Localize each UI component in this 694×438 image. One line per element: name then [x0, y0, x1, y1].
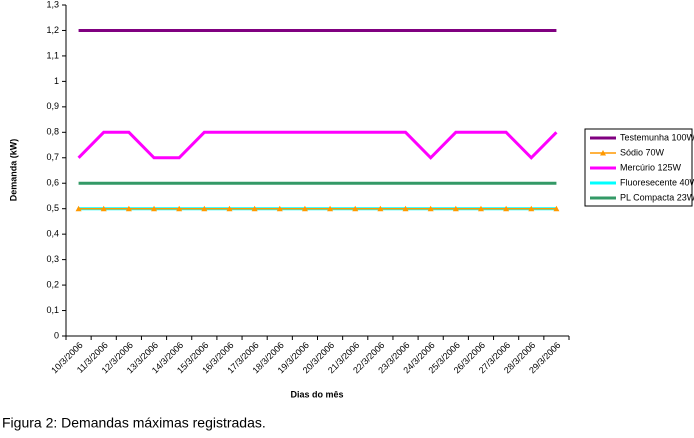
y-tick-label: 1,1 [46, 50, 59, 60]
caption: Figura 2: Demandas máximas registradas. [2, 415, 266, 431]
y-tick-label: 0,9 [46, 101, 59, 111]
x-axis-label: Dias do mês [290, 389, 343, 399]
point-marker [327, 205, 334, 212]
y-axis-label: Demanda (kW) [8, 139, 18, 202]
point-marker [201, 205, 208, 212]
point-marker [377, 205, 384, 212]
legend-label: Fluoresecente 40W [620, 177, 694, 187]
series-line [77, 130, 558, 160]
point-marker [503, 205, 510, 212]
legend-label: Sódio 70W [620, 147, 665, 157]
y-tick-label: 0,6 [46, 178, 59, 188]
legend-label: Mercúrio 125W [620, 162, 682, 172]
legend-marker [600, 150, 606, 156]
point-marker [276, 205, 283, 212]
point-marker [553, 205, 560, 212]
y-tick-label: 0,5 [46, 203, 59, 213]
point-marker [452, 205, 459, 212]
point-marker [301, 205, 308, 212]
point-marker [427, 205, 434, 212]
point-marker [352, 205, 359, 212]
y-tick-label: 1,2 [46, 25, 59, 35]
point-marker [251, 205, 258, 212]
y-tick-label: 0,1 [46, 305, 59, 315]
y-tick-label: 0,4 [46, 229, 59, 239]
point-marker [176, 205, 183, 212]
legend-label: PL Compacta 23W [620, 192, 694, 202]
point-marker [125, 205, 132, 212]
point-marker [151, 205, 158, 212]
point-marker [477, 205, 484, 212]
point-marker [226, 205, 233, 212]
y-tick-label: 1 [54, 76, 59, 86]
legend-label: Testemunha 100W [620, 132, 694, 142]
y-tick-label: 0,7 [46, 152, 59, 162]
point-marker [402, 205, 409, 212]
point-marker [528, 205, 535, 212]
point-marker [100, 205, 107, 212]
y-tick-label: 1,3 [46, 0, 59, 9]
y-tick-label: 0,3 [46, 254, 59, 264]
point-marker [75, 205, 82, 212]
y-tick-label: 0,2 [46, 279, 59, 289]
y-tick-label: 0,8 [46, 127, 59, 137]
y-tick-label: 0 [54, 330, 59, 340]
